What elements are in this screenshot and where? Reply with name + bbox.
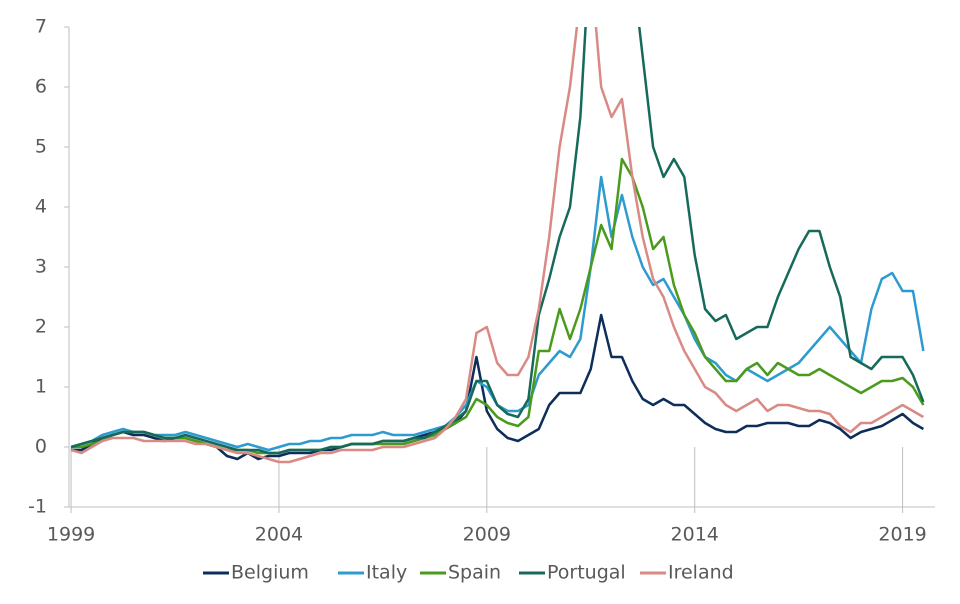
y-tick-label: 5 xyxy=(35,136,47,158)
series-line xyxy=(71,157,925,455)
y-tick-label: 7 xyxy=(35,16,47,38)
y-tick-label: 2 xyxy=(35,316,47,338)
x-tick-label: 1999 xyxy=(47,524,95,546)
x-tick-label: 2004 xyxy=(255,524,303,546)
x-tick-label: 2019 xyxy=(878,524,926,546)
x-tick-label: 2009 xyxy=(463,524,511,546)
series-line xyxy=(71,313,924,461)
y-tick-label: 0 xyxy=(35,436,47,458)
series-line xyxy=(70,27,924,464)
legend-label: Ireland xyxy=(668,562,734,584)
y-tick-label: 4 xyxy=(35,196,47,218)
legend-label: Belgium xyxy=(231,562,309,584)
legend-label: Portugal xyxy=(547,562,626,584)
y-tick-label: 3 xyxy=(35,256,47,278)
y-tick-label: 6 xyxy=(35,76,47,98)
y-tick-label: 1 xyxy=(35,376,47,398)
x-tick-label: 2014 xyxy=(671,524,719,546)
y-tick-label: -1 xyxy=(28,496,47,518)
legend-label: Spain xyxy=(448,562,501,584)
series-line xyxy=(70,175,925,452)
series-line xyxy=(70,27,925,455)
legend-label: Italy xyxy=(366,562,407,584)
